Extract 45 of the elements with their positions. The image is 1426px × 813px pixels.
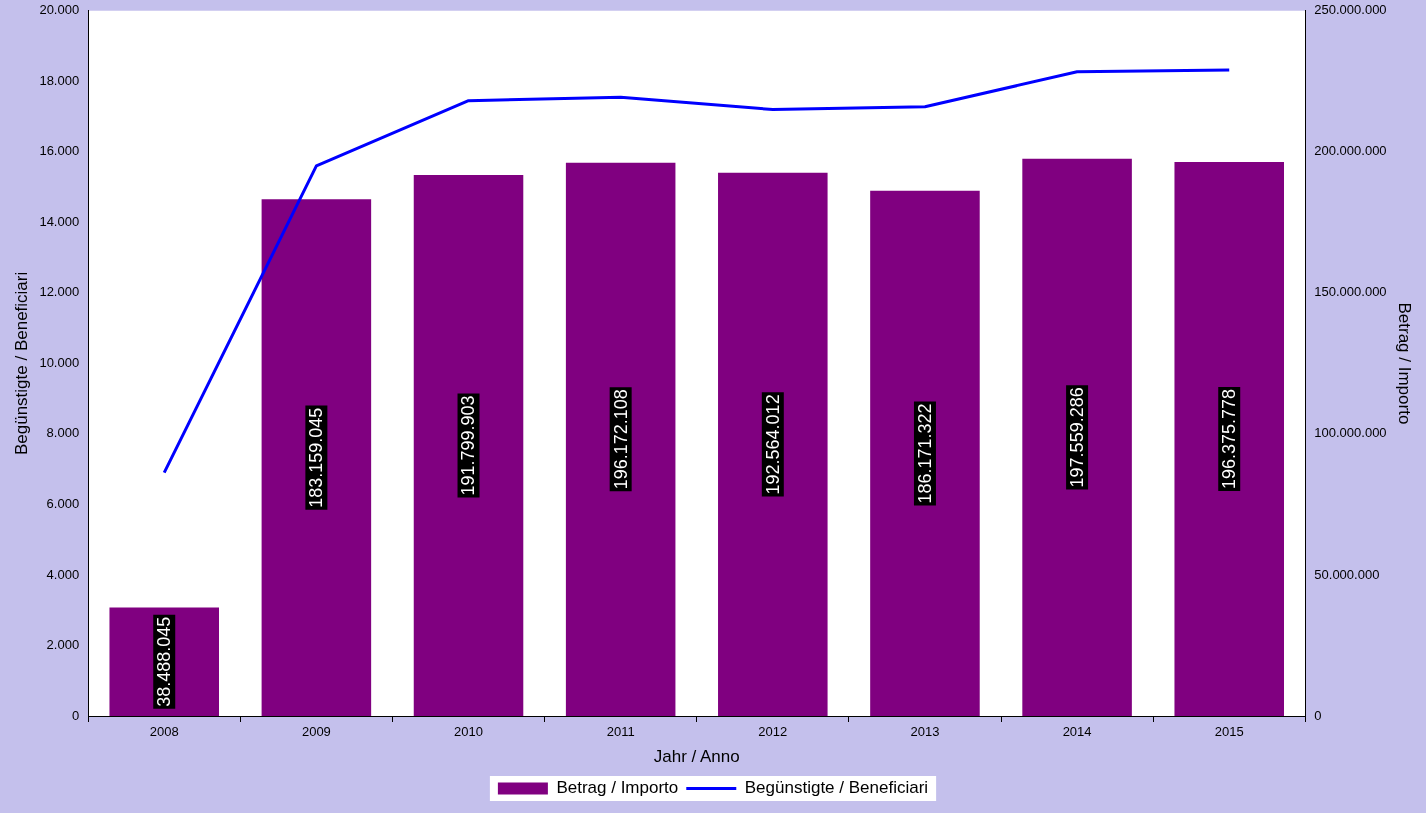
x-tick-label: 2015 [1214,724,1244,740]
x-tick-label: 2011 [606,724,635,740]
y2-tick-label: 0 [1314,707,1322,723]
legend-label: Begünstigte / Beneficiari [744,778,929,798]
y-tick-label: 14.000 [39,213,80,229]
y-tick-label: 8.000 [46,425,80,441]
y2-tick-label: 50.000.000 [1314,566,1380,582]
y-axis-title: Begünstigte / Beneficiari [11,271,31,456]
data-label: 196.375.778 [1219,388,1240,490]
bar [718,172,828,716]
y2-tick-label: 250.000.000 [1314,2,1387,18]
x-tick-label: 2009 [301,724,331,740]
x-tick-label: 2014 [1062,724,1092,740]
y-tick-label: 16.000 [39,143,80,159]
y-tick-label: 18.000 [39,72,80,88]
y-tick-label: 12.000 [39,284,80,300]
data-label: 183.159.045 [306,407,327,508]
x-tick-label: 2013 [910,724,940,740]
x-tick-label: 2008 [149,724,179,740]
y2-tick-label: 200.000.000 [1314,143,1387,159]
bar [1174,162,1285,716]
y-tick-label: 4.000 [46,566,80,582]
bar [565,162,676,716]
data-label: 191.799.903 [458,395,479,496]
data-label: 196.172.108 [610,389,631,490]
y2-tick-label: 150.000.000 [1314,284,1387,300]
data-label: 197.559.286 [1067,387,1088,488]
data-label: 192.564.012 [762,394,783,495]
bar [870,190,980,716]
data-label: 186.171.322 [914,403,935,504]
y-tick-label: 0 [71,707,80,723]
bar [261,199,372,716]
y-tick-label: 20.000 [39,2,80,18]
bar [1022,158,1132,716]
data-label: 38.488.045 [154,616,175,707]
bar [413,174,524,716]
y-tick-label: 6.000 [46,496,80,512]
x-tick-label: 2010 [454,724,483,740]
y2-axis-title: Betrag / Importo [1395,302,1415,425]
x-axis-title: Jahr / Anno [653,747,740,767]
x-tick-label: 2012 [758,724,788,740]
legend-label: Betrag / Importo [556,778,679,798]
y-tick-label: 2.000 [46,637,80,653]
y2-tick-label: 100.000.000 [1314,425,1387,441]
y-tick-label: 10.000 [39,354,80,370]
